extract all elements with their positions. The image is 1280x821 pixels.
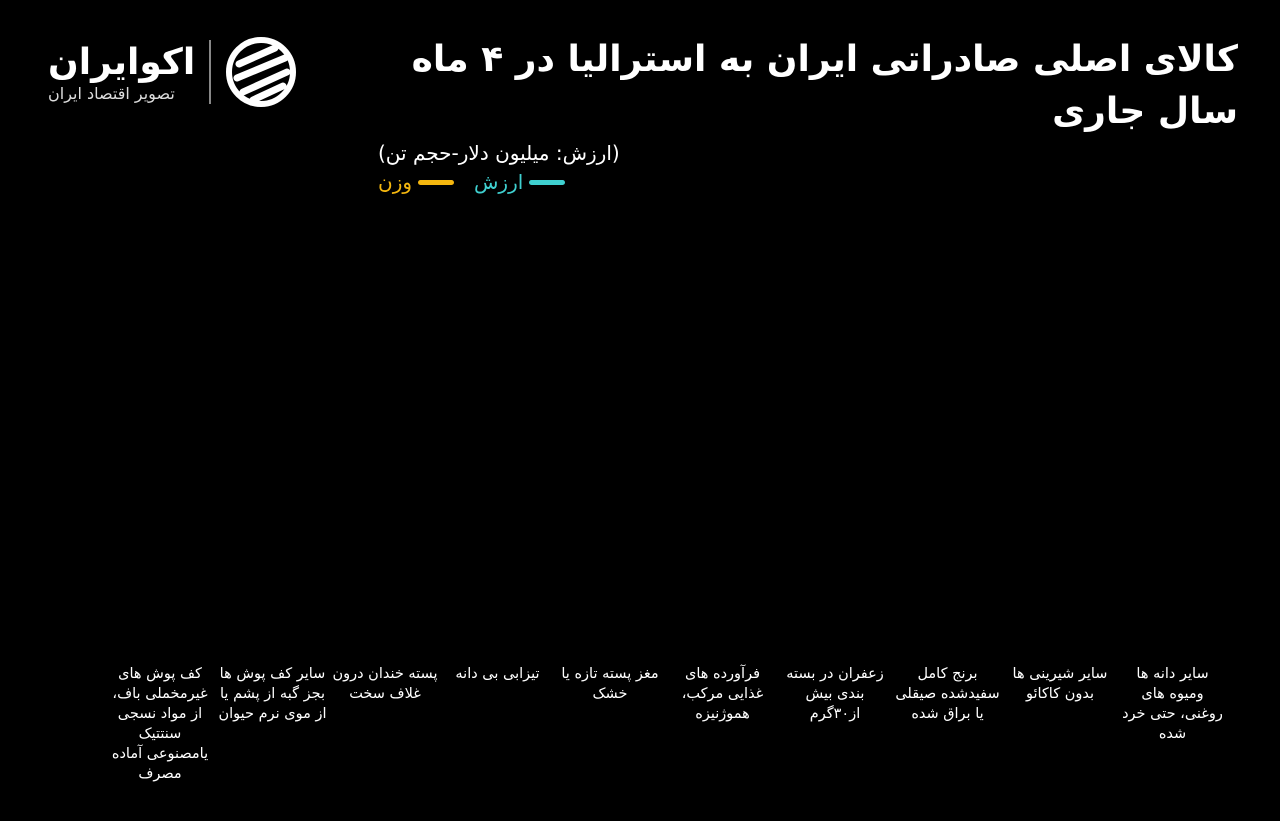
data-label-weight: ۴۳ <box>402 622 420 640</box>
logo-tagline: تصویر اقتصاد ایران <box>48 83 175 103</box>
data-label-value: ۱۲۰ <box>812 609 839 627</box>
y-tick-label: ۱۵۰۰ <box>60 386 102 406</box>
data-label-value: ۲۳۱۰ <box>132 237 169 255</box>
data-label-weight: ۴۰۳ <box>173 561 200 579</box>
background-bar <box>1245 600 1255 821</box>
x-tick-label: سایر کف پوش ها بجز گبه از پشم یا از موی … <box>218 666 327 722</box>
data-label-value: ۹۶ <box>1154 613 1172 631</box>
bar-weight <box>286 644 312 649</box>
chart-header: کالای اصلی صادراتی ایران به استرالیا در … <box>378 34 1238 194</box>
chart-subtitle: (ارزش: میلیون دلار-حجم تن) <box>378 141 620 165</box>
data-label-value: ۳۱۴ <box>362 576 389 594</box>
bar-weight <box>174 580 199 649</box>
x-tick-label: تیزابی بی دانه <box>455 666 540 682</box>
legend-item-weight: وزن <box>378 170 455 194</box>
legend-label-value: ارزش <box>474 170 524 194</box>
bar-value <box>250 590 276 649</box>
bar-value <box>363 595 388 649</box>
bar-value <box>925 631 951 649</box>
bar-value <box>1038 631 1063 649</box>
x-tick-label: پسته خندان درون غلاف سخت <box>332 666 438 702</box>
bar-value <box>475 608 501 649</box>
bar-value <box>1150 632 1176 649</box>
logo-name: اکوایران <box>48 41 196 83</box>
legend-item-value: ارزش <box>474 170 566 194</box>
x-tick-label: زعفران در بسته بندی بیش از۳۰گرم <box>786 666 884 722</box>
x-tick-label: سایر شیرینی ها بدون کاکائو <box>1012 666 1108 702</box>
data-label-weight: ۱۷ <box>627 626 645 644</box>
y-tick-label: ۵۰۰ <box>71 555 102 575</box>
logo-mark-icon <box>226 37 297 107</box>
data-label-value: ۱۰۳ <box>924 612 951 630</box>
chart-title: کالای اصلی صادراتی ایران به استرالیا در … <box>411 39 1238 132</box>
bar-value <box>588 618 613 649</box>
bar-weight <box>736 639 762 649</box>
bar-value <box>813 628 838 649</box>
bar-weight <box>961 639 987 649</box>
bar-weight <box>511 625 537 649</box>
data-label-value: ۱۰۳ <box>1037 612 1064 630</box>
data-label-weight: ۱۴۰ <box>510 605 537 623</box>
bar-value <box>138 257 163 649</box>
x-tick-label: مغز پسته تازه یا خشک <box>561 666 659 702</box>
bar-value <box>700 628 726 649</box>
data-label-weight: ۰ <box>857 627 866 645</box>
x-tick-label: فرآورده های غذایی مرکب، هموژنیزه <box>681 666 764 722</box>
logo: اکوایران تصویر اقتصاد ایران <box>48 36 297 108</box>
y-tick-label: ۲۵۰۰ <box>60 216 102 236</box>
data-label-weight: ۲۲ <box>1190 625 1208 643</box>
x-tick-label: برنج کامل سفیدشده صیقلی یا براق شده <box>895 666 1000 722</box>
bar-weight <box>1186 645 1212 649</box>
data-label-weight: ۵۶ <box>740 620 758 638</box>
data-label-weight: ۴۹ <box>1077 621 1095 639</box>
x-tick-label: سایر دانه ها ومیوه های روغنی، حتی خرد شد… <box>1122 666 1223 742</box>
data-label-weight: ۲۷ <box>290 624 308 642</box>
background-bar <box>820 730 830 821</box>
data-label-value: ۱۲۳ <box>699 608 726 626</box>
bar-weight <box>624 646 649 649</box>
x-tick-label: کف پوش های غیرمخملی باف، از مواد نسجی سن… <box>111 666 209 782</box>
logo-divider <box>209 40 212 104</box>
background-bar <box>760 760 770 821</box>
data-label-weight: ۵۵ <box>965 620 983 638</box>
data-label-value: ۲۳۶ <box>474 589 501 607</box>
background-bar <box>640 770 650 821</box>
bar-weight <box>849 649 874 650</box>
legend-swatch-value <box>529 179 566 185</box>
bar-weight <box>399 641 424 649</box>
y-tick-label: ۱۰۰۰ <box>60 470 102 490</box>
bar-weight <box>1074 640 1099 649</box>
y-tick-label: ۲۰۰۰ <box>60 301 102 321</box>
legend: ارزش وزن <box>378 170 566 194</box>
data-label-value: ۱۷۸ <box>587 599 614 617</box>
y-tick-label: ۰ <box>92 640 102 660</box>
data-label-value: ۳۴۷ <box>249 570 276 588</box>
legend-swatch-weight <box>418 179 455 185</box>
legend-label-weight: وزن <box>378 170 413 194</box>
